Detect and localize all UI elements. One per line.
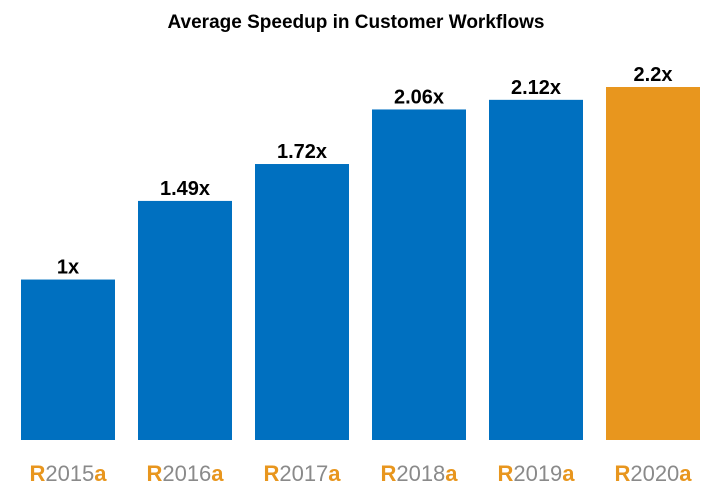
tick-suffix-a: a [211,461,224,486]
bar-2018 [372,109,466,441]
x-tick-label-2016: R2016a [146,461,224,486]
tick-prefix-r: R [614,461,630,486]
chart-title: Average Speedup in Customer Workflows [168,12,545,33]
tick-year: 2018 [396,461,445,486]
tick-year: 2015 [45,461,94,486]
tick-prefix-r: R [497,461,513,486]
bar-2015 [21,279,115,440]
x-tick-label-2019: R2019a [497,461,575,486]
bar-2019 [489,99,583,440]
data-label-2018: 2.06x [394,86,444,108]
x-tick-label-2020: R2020a [614,461,692,486]
bar-2016 [138,200,232,440]
tick-suffix-a: a [679,461,692,486]
tick-suffix-a: a [328,461,341,486]
x-axis-tick-labels: R2015a R2016a R2017a R2018a R2019a R2020a [29,461,692,486]
tick-prefix-r: R [146,461,162,486]
data-label-2015: 1x [57,257,79,279]
x-tick-label-2017: R2017a [263,461,341,486]
data-label-2020: 2.2x [634,64,673,86]
tick-year: 2016 [162,461,211,486]
x-tick-label-2018: R2018a [380,461,458,486]
data-label-2017: 1.72x [277,141,327,163]
tick-prefix-r: R [29,461,45,486]
tick-year: 2020 [630,461,679,486]
x-tick-label-2015: R2015a [29,461,107,486]
bar-2017 [255,164,349,440]
tick-suffix-a: a [94,461,107,486]
bars-group [21,87,700,441]
data-label-2016: 1.49x [160,178,210,200]
tick-prefix-r: R [380,461,396,486]
tick-suffix-a: a [445,461,458,486]
data-labels-group: 1x 1.49x 1.72x 2.06x 2.12x 2.2x [57,64,673,279]
tick-year: 2019 [513,461,562,486]
tick-prefix-r: R [263,461,279,486]
tick-year: 2017 [279,461,328,486]
tick-suffix-a: a [562,461,575,486]
bar-2020 [606,87,700,440]
data-label-2019: 2.12x [511,77,561,99]
